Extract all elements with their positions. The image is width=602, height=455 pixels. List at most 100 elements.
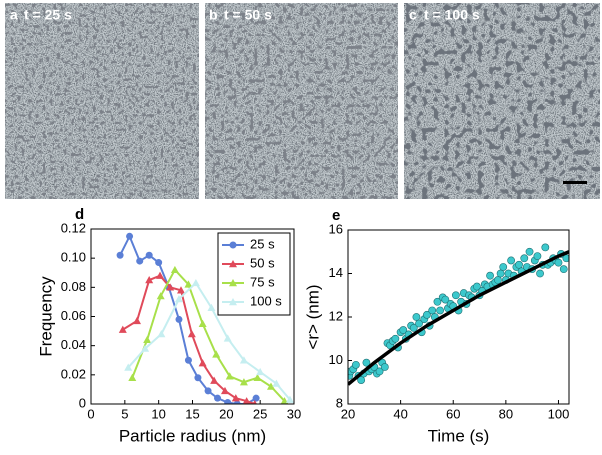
image-label: c bbox=[409, 7, 417, 23]
point bbox=[357, 376, 366, 384]
image-caption: t = 25 s bbox=[24, 7, 72, 23]
plot-area bbox=[348, 243, 569, 386]
axes-frame bbox=[347, 229, 570, 405]
marker bbox=[214, 394, 222, 402]
point bbox=[375, 367, 384, 376]
marker bbox=[133, 316, 142, 325]
marker bbox=[198, 319, 207, 327]
legend-label: 25 s bbox=[250, 236, 275, 251]
marker bbox=[118, 325, 127, 333]
point bbox=[536, 269, 544, 278]
marker bbox=[252, 400, 257, 404]
x-tick-label: 25 bbox=[253, 406, 267, 421]
marker bbox=[174, 295, 183, 303]
x-tick-label: 80 bbox=[499, 406, 513, 421]
charts: d 0 5 10 15 20 25 30 0 0.02 0.04 0.06 0.08 0.10 0.12 Pa… bbox=[36, 206, 570, 446]
marker bbox=[239, 356, 248, 364]
marker bbox=[233, 400, 241, 404]
point bbox=[451, 291, 460, 300]
marker bbox=[207, 303, 216, 311]
y-tick-label: 0.06 bbox=[61, 308, 86, 323]
marker bbox=[128, 373, 137, 381]
chart-e: e 20 40 60 80 100 8 10 12 14 16 Time (s) <r> (nm) bbox=[303, 207, 570, 445]
x-tick-label: 40 bbox=[393, 406, 407, 421]
x-tick-label: 15 bbox=[185, 406, 199, 421]
point bbox=[507, 256, 516, 265]
y-tick-label: 0.10 bbox=[61, 250, 86, 265]
legend-marker bbox=[229, 279, 237, 287]
marker bbox=[225, 372, 234, 380]
x-tick-label: 100 bbox=[548, 406, 570, 421]
y-tick-label: 0.02 bbox=[61, 366, 86, 381]
x-tick-label: 5 bbox=[121, 406, 128, 421]
micrograph-b: b t = 50 s bbox=[205, 3, 398, 199]
micrograph-a: a t = 25 s bbox=[5, 3, 199, 199]
marker bbox=[126, 232, 134, 240]
legend-marker bbox=[229, 241, 237, 249]
scale-bar bbox=[563, 181, 587, 184]
y-tick-label: 0.12 bbox=[61, 220, 86, 235]
marker bbox=[198, 359, 207, 367]
point bbox=[486, 271, 494, 280]
y-tick-label: 0 bbox=[79, 395, 86, 410]
marker bbox=[155, 259, 163, 267]
marker bbox=[156, 271, 165, 279]
point bbox=[428, 306, 437, 315]
x-axis-label: Particle radius (nm) bbox=[119, 426, 266, 445]
marker bbox=[156, 292, 165, 300]
legend-label: 50 s bbox=[250, 255, 275, 270]
chart-d: d 0 5 10 15 20 25 30 0 0.02 0.04 0.06 0.08 0.10 0.12 Pa… bbox=[36, 206, 301, 446]
marker bbox=[285, 395, 294, 403]
marker bbox=[175, 315, 183, 323]
marker bbox=[253, 373, 262, 381]
marker bbox=[231, 394, 240, 402]
series-line bbox=[348, 250, 569, 386]
x-tick-label: 10 bbox=[151, 406, 165, 421]
point bbox=[409, 323, 418, 332]
point bbox=[423, 310, 431, 319]
y-axis-label: Frequency bbox=[36, 276, 55, 357]
marker bbox=[116, 251, 124, 259]
point bbox=[525, 247, 534, 256]
image-caption: t = 100 s bbox=[424, 7, 480, 23]
marker bbox=[272, 379, 281, 387]
legend-label: 75 s bbox=[250, 274, 275, 289]
marker bbox=[194, 374, 202, 382]
marker bbox=[242, 397, 251, 404]
point bbox=[412, 313, 421, 321]
marker bbox=[220, 386, 229, 395]
point bbox=[473, 282, 481, 291]
point bbox=[515, 260, 523, 269]
marker bbox=[145, 251, 153, 259]
x-tick-label: 20 bbox=[219, 406, 233, 421]
point bbox=[391, 334, 400, 343]
point bbox=[559, 265, 568, 274]
x-axis-label: Time (s) bbox=[428, 426, 490, 445]
x-tick-label: 0 bbox=[87, 406, 94, 421]
point bbox=[433, 297, 442, 306]
point bbox=[541, 243, 550, 252]
marker bbox=[224, 399, 232, 404]
y-tick-label: 0.08 bbox=[61, 279, 86, 294]
y-tick-label: 16 bbox=[329, 221, 343, 236]
image-label: b bbox=[209, 7, 218, 23]
point bbox=[496, 269, 505, 278]
marker bbox=[212, 350, 221, 358]
marker bbox=[141, 344, 150, 352]
marker bbox=[204, 387, 212, 395]
image-label: a bbox=[10, 7, 18, 23]
marker bbox=[184, 280, 193, 288]
axes-frame bbox=[90, 228, 295, 405]
marker bbox=[187, 330, 196, 338]
point bbox=[362, 358, 371, 367]
y-tick-label: 10 bbox=[329, 352, 343, 367]
point bbox=[380, 363, 389, 371]
marker bbox=[210, 376, 219, 384]
point bbox=[520, 254, 529, 263]
marker bbox=[143, 335, 152, 344]
marker bbox=[256, 367, 265, 376]
plot-area bbox=[116, 232, 294, 404]
panel-label: e bbox=[332, 207, 340, 224]
x-tick-label: 60 bbox=[446, 406, 460, 421]
